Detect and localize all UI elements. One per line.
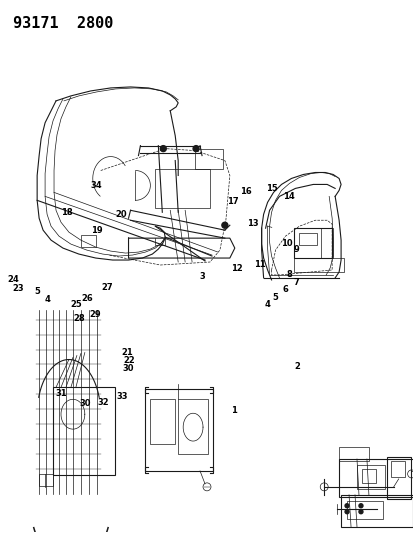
Text: 16: 16 bbox=[240, 187, 252, 196]
Bar bbox=[155, 168, 209, 208]
Text: 11: 11 bbox=[253, 260, 265, 269]
Circle shape bbox=[358, 504, 362, 508]
Bar bbox=[338, 447, 368, 461]
Bar bbox=[299, 233, 316, 245]
Text: 27: 27 bbox=[102, 283, 113, 292]
Text: 17: 17 bbox=[226, 197, 238, 206]
Text: 3: 3 bbox=[199, 271, 204, 280]
Text: 32: 32 bbox=[97, 398, 109, 407]
Circle shape bbox=[358, 510, 362, 514]
Bar bbox=[195, 149, 222, 168]
Text: 24: 24 bbox=[7, 275, 19, 284]
Text: 34: 34 bbox=[91, 181, 102, 190]
Bar bbox=[294, 258, 343, 272]
Text: 28: 28 bbox=[74, 314, 85, 323]
Text: 14: 14 bbox=[282, 192, 294, 201]
Text: 1: 1 bbox=[230, 406, 236, 415]
Bar bbox=[390, 461, 404, 477]
Text: 21: 21 bbox=[121, 348, 132, 357]
Text: 2: 2 bbox=[294, 362, 300, 370]
Text: 23: 23 bbox=[12, 284, 24, 293]
Bar bbox=[81, 235, 95, 247]
Text: 4: 4 bbox=[264, 300, 270, 309]
Text: 30: 30 bbox=[80, 399, 91, 408]
Text: 25: 25 bbox=[70, 300, 82, 309]
Text: 8: 8 bbox=[286, 270, 292, 279]
Text: 31: 31 bbox=[55, 389, 66, 398]
Text: 29: 29 bbox=[89, 310, 101, 319]
Circle shape bbox=[221, 222, 227, 228]
Text: 12: 12 bbox=[230, 264, 242, 273]
Text: 5: 5 bbox=[35, 287, 40, 296]
Text: 10: 10 bbox=[281, 239, 292, 248]
Bar bbox=[294, 228, 331, 258]
Bar bbox=[178, 399, 207, 454]
Text: 18: 18 bbox=[60, 208, 72, 217]
Bar bbox=[361, 469, 375, 483]
Bar bbox=[346, 501, 382, 519]
Bar bbox=[145, 389, 212, 471]
Text: 20: 20 bbox=[115, 210, 127, 219]
Circle shape bbox=[160, 146, 166, 151]
Text: 93171  2800: 93171 2800 bbox=[13, 16, 114, 31]
Circle shape bbox=[344, 504, 348, 508]
Text: 9: 9 bbox=[293, 245, 299, 254]
Bar bbox=[340, 495, 412, 527]
Text: 15: 15 bbox=[266, 183, 277, 192]
Bar bbox=[386, 457, 410, 499]
Text: 33: 33 bbox=[116, 392, 128, 401]
Text: 19: 19 bbox=[91, 226, 102, 235]
Text: 26: 26 bbox=[82, 294, 93, 303]
Circle shape bbox=[344, 510, 348, 514]
Bar bbox=[356, 465, 384, 489]
Text: 5: 5 bbox=[271, 293, 277, 302]
Circle shape bbox=[192, 146, 199, 151]
Text: 22: 22 bbox=[123, 357, 135, 366]
Text: 6: 6 bbox=[282, 285, 287, 294]
Bar bbox=[320, 228, 332, 258]
Bar bbox=[150, 399, 175, 444]
Text: 7: 7 bbox=[293, 278, 299, 287]
Text: 30: 30 bbox=[122, 365, 133, 373]
Text: 13: 13 bbox=[247, 219, 258, 228]
Bar bbox=[39, 474, 53, 486]
Text: 4: 4 bbox=[45, 295, 50, 304]
Bar bbox=[53, 387, 114, 475]
Bar bbox=[338, 459, 413, 497]
